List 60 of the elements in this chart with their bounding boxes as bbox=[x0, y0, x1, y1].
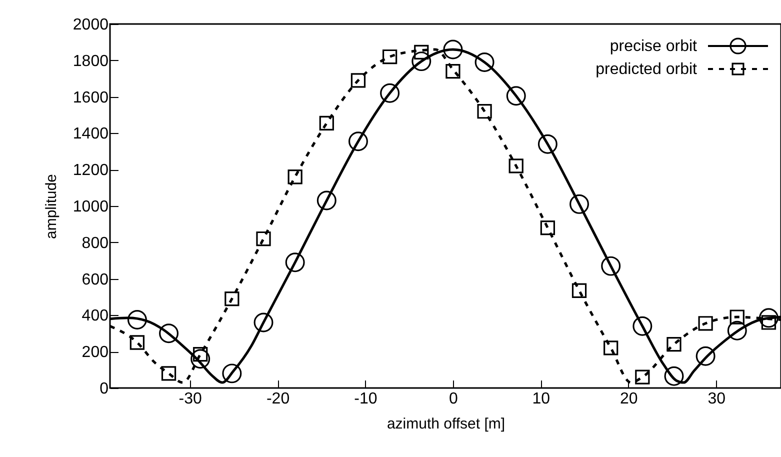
point bbox=[382, 49, 398, 64]
legend-label: precise orbit bbox=[610, 38, 698, 55]
point bbox=[222, 364, 242, 384]
point bbox=[696, 346, 716, 366]
point bbox=[127, 310, 147, 330]
x-tick-label: -30 bbox=[178, 390, 202, 408]
x-tick-label: 0 bbox=[449, 390, 458, 408]
y-tick-label: 1200 bbox=[72, 162, 109, 180]
x-tick-label: 20 bbox=[620, 390, 638, 408]
point bbox=[570, 194, 590, 214]
point bbox=[572, 283, 587, 298]
point bbox=[319, 116, 334, 131]
legend-label: predicted orbit bbox=[596, 61, 698, 78]
x-tick-label: 10 bbox=[532, 390, 550, 408]
point bbox=[538, 134, 558, 154]
point bbox=[666, 337, 682, 352]
point bbox=[506, 86, 526, 106]
y-tick-label: 800 bbox=[82, 234, 109, 252]
y-tick-label: 1000 bbox=[72, 198, 109, 216]
y-tick-label: 2000 bbox=[72, 16, 109, 34]
point bbox=[664, 366, 684, 386]
y-tick-label: 200 bbox=[82, 344, 109, 362]
point bbox=[414, 44, 429, 60]
point bbox=[698, 316, 713, 331]
point bbox=[350, 73, 366, 88]
y-tick-label: 600 bbox=[82, 271, 109, 288]
point bbox=[348, 132, 368, 152]
y-tick-label: 1800 bbox=[72, 52, 109, 70]
point bbox=[224, 292, 240, 306]
point bbox=[316, 190, 336, 210]
point bbox=[730, 310, 744, 324]
point bbox=[508, 158, 524, 174]
point bbox=[256, 231, 271, 246]
x-tick-label: -20 bbox=[266, 390, 290, 408]
point bbox=[604, 340, 618, 356]
point bbox=[601, 256, 621, 276]
y-tick-label: 1600 bbox=[72, 89, 109, 106]
x-axis-title: azimuth offset [m] bbox=[386, 416, 506, 432]
point bbox=[254, 312, 274, 332]
y-axis-title: amplitude bbox=[42, 174, 60, 240]
point bbox=[632, 316, 652, 336]
x-tick-label: -10 bbox=[354, 390, 378, 408]
point bbox=[477, 104, 492, 119]
point bbox=[161, 366, 176, 381]
point bbox=[727, 320, 747, 340]
point bbox=[288, 170, 302, 184]
point bbox=[190, 349, 210, 369]
point bbox=[285, 252, 305, 272]
y-tick-label: 1400 bbox=[72, 126, 109, 143]
point bbox=[159, 324, 179, 344]
point bbox=[130, 335, 145, 350]
point bbox=[380, 83, 400, 103]
point bbox=[446, 64, 460, 79]
point bbox=[635, 370, 650, 384]
y-tick-label: 400 bbox=[82, 308, 109, 325]
point bbox=[412, 52, 432, 72]
point bbox=[443, 40, 463, 60]
point bbox=[474, 52, 494, 72]
point bbox=[540, 220, 556, 236]
x-tick-label: 30 bbox=[708, 390, 726, 408]
